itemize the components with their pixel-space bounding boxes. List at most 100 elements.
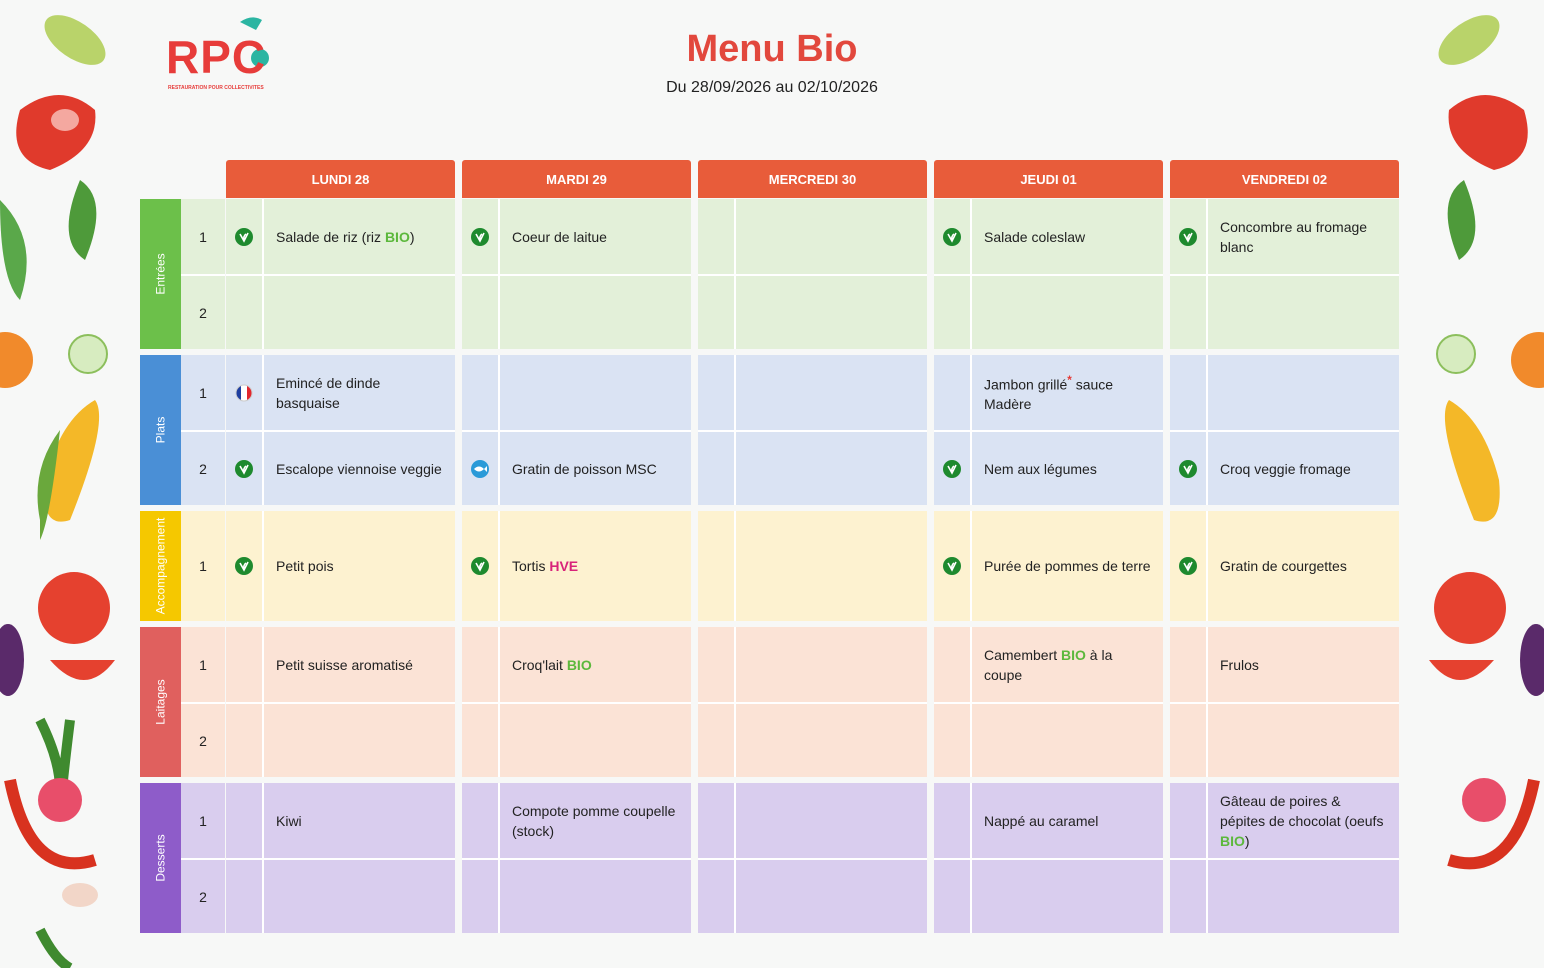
icon-cell	[1170, 511, 1208, 621]
dish-name: Frulos	[1220, 655, 1259, 675]
icon-cell	[1170, 199, 1208, 274]
text: Emincé de dinde basquaise	[276, 374, 381, 411]
text: Camembert	[984, 646, 1062, 663]
dish-cell: Gratin de poisson MSC	[500, 430, 691, 505]
dish-name: Tortis HVE	[512, 556, 578, 576]
icon-cell	[462, 702, 500, 777]
section-name: Plats	[153, 416, 168, 444]
dish-name: Compote pomme coupelle (stock)	[512, 801, 681, 841]
row-number: 1	[181, 511, 225, 621]
icon-cell	[1170, 355, 1208, 430]
dish-name: Petit suisse aromatisé	[276, 655, 413, 675]
text: Frulos	[1220, 656, 1259, 673]
dish-cell	[1208, 702, 1399, 777]
text: Compote pomme coupelle (stock)	[512, 802, 676, 839]
icon-cell	[462, 858, 500, 933]
dish-name: Jambon grillé* sauce Madère	[984, 371, 1153, 415]
dish-cell	[1208, 858, 1399, 933]
veggie-icon	[471, 227, 489, 246]
dish-name: Gratin de courgettes	[1220, 556, 1347, 576]
dish-cell: Frulos	[1208, 627, 1399, 702]
text: Gratin de courgettes	[1220, 558, 1347, 574]
icon-cell	[226, 511, 264, 621]
text: Gâteau de poires & pépites de chocolat (…	[1220, 792, 1384, 829]
row-number: 2	[181, 274, 225, 349]
highlight: BIO	[1220, 832, 1245, 849]
icon-cell	[698, 627, 736, 702]
dish-name: Gâteau de poires & pépites de chocolat (…	[1220, 791, 1389, 851]
text: Petit suisse aromatisé	[276, 656, 413, 673]
dish-name: Kiwi	[276, 811, 302, 831]
dish-cell	[736, 702, 927, 777]
text: Croq'lait	[512, 656, 567, 673]
dish-cell: Nappé au caramel	[972, 783, 1163, 858]
icon-cell	[934, 627, 972, 702]
dish-name: Escalope viennoise veggie	[276, 459, 442, 479]
dish-cell	[736, 627, 927, 702]
dish-name: Camembert BIO à la coupe	[984, 645, 1153, 685]
icon-cell	[698, 702, 736, 777]
text: Escalope viennoise veggie	[276, 460, 442, 477]
dish-cell: Gâteau de poires & pépites de chocolat (…	[1208, 783, 1399, 858]
icon-cell	[698, 783, 736, 858]
text: )	[409, 228, 415, 245]
dish-cell	[736, 511, 927, 621]
dish-cell: Petit pois	[264, 511, 455, 621]
dish-cell	[1208, 355, 1399, 430]
text: Jambon grillé	[984, 376, 1068, 393]
icon-cell	[934, 355, 972, 430]
icon-cell	[698, 511, 736, 621]
dish-name: Gratin de poisson MSC	[512, 459, 657, 479]
icon-cell	[226, 430, 264, 505]
veggie-icon	[1179, 459, 1197, 478]
row-number: 2	[181, 702, 225, 777]
icon-cell	[934, 858, 972, 933]
dish-cell	[500, 858, 691, 933]
highlight: BIO	[1061, 646, 1086, 663]
text: Salade coleslaw	[984, 228, 1086, 245]
day-header: JEUDI 01	[934, 160, 1163, 198]
veggie-icon	[1179, 227, 1197, 246]
text: Tortis	[512, 558, 550, 574]
icon-cell	[934, 199, 972, 274]
highlight: HVE	[549, 558, 579, 574]
icon-cell	[462, 274, 500, 349]
section-label: Plats	[140, 355, 181, 505]
icon-cell	[462, 355, 500, 430]
text: Salade de riz (riz	[276, 228, 385, 245]
dish-cell: Nem aux légumes	[972, 430, 1163, 505]
dish-name: Croq'lait BIO	[512, 655, 592, 675]
text: Nem aux légumes	[984, 460, 1097, 477]
veggie-icon	[235, 227, 253, 246]
veggie-icon	[943, 557, 961, 575]
icon-cell	[934, 511, 972, 621]
icon-cell	[226, 783, 264, 858]
dish-name: Emincé de dinde basquaise	[276, 373, 445, 413]
icon-cell	[462, 199, 500, 274]
dish-cell: Camembert BIO à la coupe	[972, 627, 1163, 702]
icon-cell	[1170, 783, 1208, 858]
dish-cell	[972, 858, 1163, 933]
veggie-icon	[235, 557, 253, 575]
icon-cell	[226, 199, 264, 274]
day-header: VENDREDI 02	[1170, 160, 1399, 198]
row-number: 1	[181, 355, 225, 430]
row-number: 2	[181, 858, 225, 933]
row-number: 1	[181, 627, 225, 702]
icon-cell	[1170, 702, 1208, 777]
dish-cell: Tortis HVE	[500, 511, 691, 621]
highlight: BIO	[566, 656, 592, 673]
icon-cell	[226, 858, 264, 933]
dish-cell	[972, 274, 1163, 349]
icon-cell	[1170, 430, 1208, 505]
text: sauce Madère	[984, 376, 1114, 413]
day-header: MARDI 29	[462, 160, 691, 198]
section-name: Entrées	[153, 253, 168, 295]
dish-cell	[1208, 274, 1399, 349]
dish-name: Concombre au fromage blanc	[1220, 217, 1389, 257]
text: Coeur de laitue	[512, 228, 607, 245]
logo: RPC	[166, 31, 267, 83]
dish-cell: Gratin de courgettes	[1208, 511, 1399, 621]
row-number: 1	[181, 783, 225, 858]
